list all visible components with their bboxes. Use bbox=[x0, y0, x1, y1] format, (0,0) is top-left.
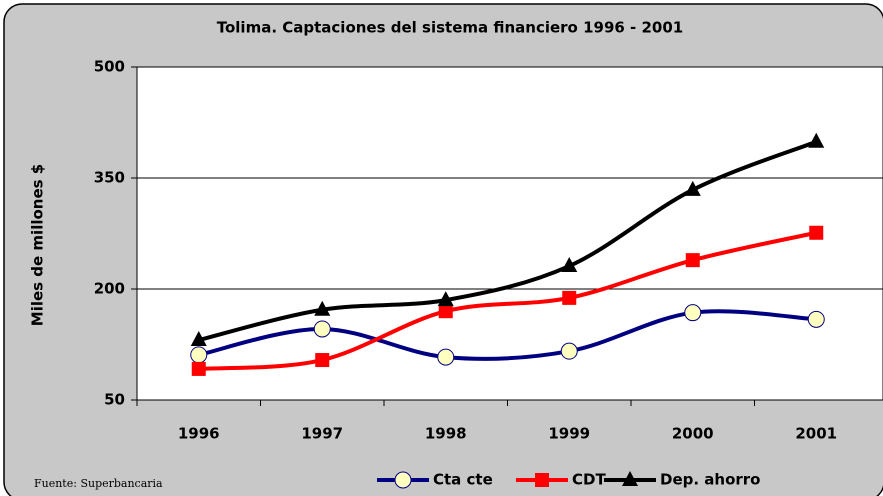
data-point bbox=[560, 342, 578, 360]
data-point bbox=[438, 304, 453, 319]
data-point bbox=[562, 290, 577, 305]
chart-title: Tolima. Captaciones del sistema financie… bbox=[217, 19, 684, 37]
data-point bbox=[809, 225, 824, 240]
data-point bbox=[314, 300, 331, 316]
data-point bbox=[190, 346, 208, 364]
x-tick-label: 2001 bbox=[795, 425, 837, 443]
x-tick-label: 1998 bbox=[425, 425, 467, 443]
legend-label: Dep. ahorro bbox=[660, 471, 761, 489]
data-point bbox=[315, 353, 330, 368]
data-point bbox=[684, 180, 701, 196]
x-tick-label: 1997 bbox=[301, 425, 343, 443]
data-point bbox=[191, 361, 206, 376]
plot-area bbox=[136, 66, 883, 401]
data-point bbox=[808, 132, 825, 148]
series-line bbox=[198, 139, 817, 343]
x-tick-label: 2000 bbox=[672, 425, 714, 443]
data-point bbox=[313, 320, 331, 338]
legend-label: Cta cte bbox=[433, 471, 493, 489]
x-tick-label: 1999 bbox=[548, 425, 590, 443]
legend-marker bbox=[394, 471, 412, 489]
x-tick-label: 1996 bbox=[178, 425, 220, 443]
data-point bbox=[561, 257, 578, 273]
series-line bbox=[198, 230, 817, 371]
y-tick-label: 500 bbox=[94, 58, 125, 76]
y-tick-label: 350 bbox=[94, 169, 125, 187]
y-tick-label: 50 bbox=[104, 391, 125, 409]
data-point bbox=[437, 348, 455, 366]
data-point bbox=[807, 310, 825, 328]
y-tick-label: 200 bbox=[94, 280, 125, 298]
legend-label: CDT bbox=[572, 471, 606, 489]
series-line bbox=[198, 309, 817, 361]
source-note: Fuente: Superbancaria bbox=[34, 477, 163, 490]
data-point bbox=[685, 253, 700, 268]
legend-marker bbox=[535, 473, 549, 487]
y-axis-label: Miles de millones $ bbox=[29, 164, 47, 326]
data-point bbox=[437, 291, 454, 307]
data-point bbox=[190, 331, 207, 347]
legend-marker bbox=[622, 471, 638, 486]
data-point bbox=[684, 304, 702, 322]
